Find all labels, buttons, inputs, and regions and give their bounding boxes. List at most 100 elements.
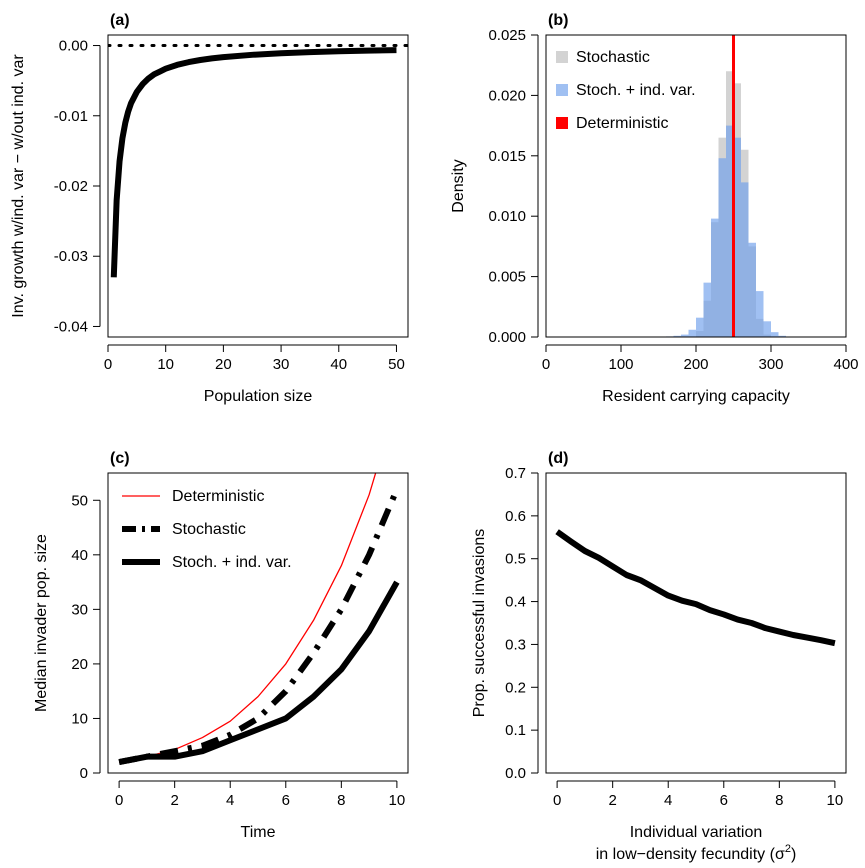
x-axis-label: Resident carrying capacity bbox=[602, 388, 790, 405]
legend-label: Stoch. + ind. var. bbox=[172, 554, 292, 571]
x-tick-label: 0 bbox=[553, 792, 561, 809]
y-tick-label: 40 bbox=[71, 547, 88, 564]
legend-label: Stochastic bbox=[576, 49, 650, 66]
legend-swatch bbox=[556, 84, 568, 96]
y-tick-label: 10 bbox=[71, 710, 88, 727]
plot-frame bbox=[545, 472, 847, 774]
y-tick-label: -0.03 bbox=[54, 248, 88, 265]
x-tick-label: 0 bbox=[542, 356, 550, 373]
legend-label: Deterministic bbox=[172, 488, 264, 505]
x-tick-label: 10 bbox=[827, 792, 844, 809]
x-axis-label-line2-suffix: ) bbox=[791, 846, 796, 863]
y-tick-label: 0.010 bbox=[488, 208, 526, 225]
histogram-bar-stoch-ind-var bbox=[726, 125, 734, 337]
histogram-bar-stoch-ind-var bbox=[688, 329, 696, 337]
histogram-bar-stoch-ind-var bbox=[748, 242, 756, 337]
y-tick-label: 0.2 bbox=[505, 679, 526, 696]
x-tick-label: 2 bbox=[170, 792, 178, 809]
x-tick-label: 200 bbox=[683, 356, 708, 373]
panel-label: (d) bbox=[548, 450, 568, 467]
y-tick-label: 0.4 bbox=[505, 594, 526, 611]
y-tick-label: 0.005 bbox=[488, 269, 526, 286]
panel-label: (a) bbox=[110, 12, 130, 29]
data-layer bbox=[555, 529, 836, 647]
histogram-bar-stoch-ind-var bbox=[673, 335, 681, 337]
x-tick-label: 20 bbox=[215, 356, 232, 373]
y-tick-label: 0.0 bbox=[505, 765, 526, 782]
y-tick-label: 0.015 bbox=[488, 148, 526, 165]
y-tick-label: 30 bbox=[71, 601, 88, 618]
legend-label: Stoch. + ind. var. bbox=[576, 82, 696, 99]
histogram-bar-stoch-ind-var bbox=[778, 335, 786, 337]
plot-frame bbox=[545, 34, 847, 338]
x-axis-label: Time bbox=[241, 824, 276, 841]
legend-label: Stochastic bbox=[172, 521, 246, 538]
x-tick-label: 30 bbox=[273, 356, 290, 373]
x-tick-label: 100 bbox=[608, 356, 633, 373]
panel-label: (c) bbox=[110, 450, 130, 467]
histogram-bar-stoch-ind-var bbox=[763, 321, 771, 337]
y-axis-label: Prop. successful invasions bbox=[471, 529, 488, 718]
x-tick-label: 2 bbox=[608, 792, 616, 809]
x-tick-label: 400 bbox=[833, 356, 858, 373]
panel-label: (b) bbox=[548, 12, 568, 29]
legend-swatch bbox=[556, 51, 568, 63]
panel-a: (a) 0 10 20 30 40 50 0.00 -0.01 -0.02 -0.03 -0.04 Po… bbox=[10, 12, 409, 405]
y-tick-label: 0.5 bbox=[505, 551, 526, 568]
series-line bbox=[555, 529, 836, 647]
x-tick-label: 6 bbox=[720, 792, 728, 809]
x-tick-label: 300 bbox=[758, 356, 783, 373]
plot-frame bbox=[107, 34, 409, 338]
panel-c: Deterministic Stochastic Stoch. + ind. var… bbox=[33, 450, 409, 841]
x-tick-label: 10 bbox=[157, 356, 174, 373]
x-tick-label: 0 bbox=[115, 792, 123, 809]
y-tick-label: -0.01 bbox=[54, 108, 88, 125]
y-tick-label: 0.000 bbox=[488, 329, 526, 346]
x-tick-label: 50 bbox=[388, 356, 405, 373]
panel-d: (d) 0 2 4 6 8 10 0.0 0.1 0.2 0.3 0.4 0.5 0.6 0.7 Indivi… bbox=[471, 450, 847, 863]
x-tick-label: 8 bbox=[775, 792, 783, 809]
series-line-stochastic bbox=[118, 488, 400, 766]
y-tick-label: 20 bbox=[71, 656, 88, 673]
y-axis-label: Density bbox=[450, 159, 467, 212]
x-tick-label: 40 bbox=[330, 356, 347, 373]
x-axis-label: Individual variation bbox=[630, 824, 763, 841]
y-tick-label: 0.1 bbox=[505, 722, 526, 739]
series-line-stoch-ind-var bbox=[118, 580, 400, 766]
histogram-bar-stoch-ind-var bbox=[741, 182, 749, 337]
y-tick-label: 0.020 bbox=[488, 87, 526, 104]
data-layer bbox=[666, 35, 786, 337]
y-axis-label: Median invader pop. size bbox=[33, 534, 50, 712]
x-tick-label: 6 bbox=[282, 792, 290, 809]
histogram-bar-stoch-ind-var bbox=[718, 158, 726, 337]
x-axis-label-line2: in low−density fecundity (σ2) bbox=[596, 843, 797, 863]
x-axis-label-line2-text: in low−density fecundity (σ bbox=[596, 846, 785, 863]
y-tick-label: 50 bbox=[71, 492, 88, 509]
y-tick-label: 0.3 bbox=[505, 636, 526, 653]
histogram-bar-stoch-ind-var bbox=[771, 332, 779, 337]
plot-frame bbox=[107, 472, 409, 774]
panel-b: Stochastic Stoch. + ind. var. Deterministi… bbox=[450, 12, 859, 405]
data-layer bbox=[108, 44, 408, 278]
histogram-bar-stoch-ind-var bbox=[703, 282, 711, 337]
x-tick-label: 4 bbox=[664, 792, 672, 809]
x-axis-label-superscript: 2 bbox=[785, 843, 791, 855]
histogram-bar-stoch-ind-var bbox=[681, 334, 689, 337]
histogram-bar-stoch-ind-var bbox=[696, 317, 704, 337]
series-line-deterministic bbox=[118, 473, 377, 763]
data-layer bbox=[118, 473, 400, 766]
y-tick-label: 0.7 bbox=[505, 465, 526, 482]
y-tick-label: -0.04 bbox=[54, 318, 88, 335]
y-tick-label: 0.00 bbox=[59, 38, 88, 55]
histogram-bar-stoch-ind-var bbox=[711, 218, 719, 337]
y-tick-label: -0.02 bbox=[54, 178, 88, 195]
x-tick-label: 10 bbox=[389, 792, 406, 809]
x-tick-label: 8 bbox=[337, 792, 345, 809]
x-tick-label: 4 bbox=[226, 792, 234, 809]
legend-swatch bbox=[556, 117, 568, 129]
histogram-bar-stoch-ind-var bbox=[756, 291, 764, 337]
histogram-bar-stoch-ind-var bbox=[733, 137, 741, 337]
x-axis-label: Population size bbox=[204, 388, 313, 405]
y-tick-label: 0.6 bbox=[505, 508, 526, 525]
